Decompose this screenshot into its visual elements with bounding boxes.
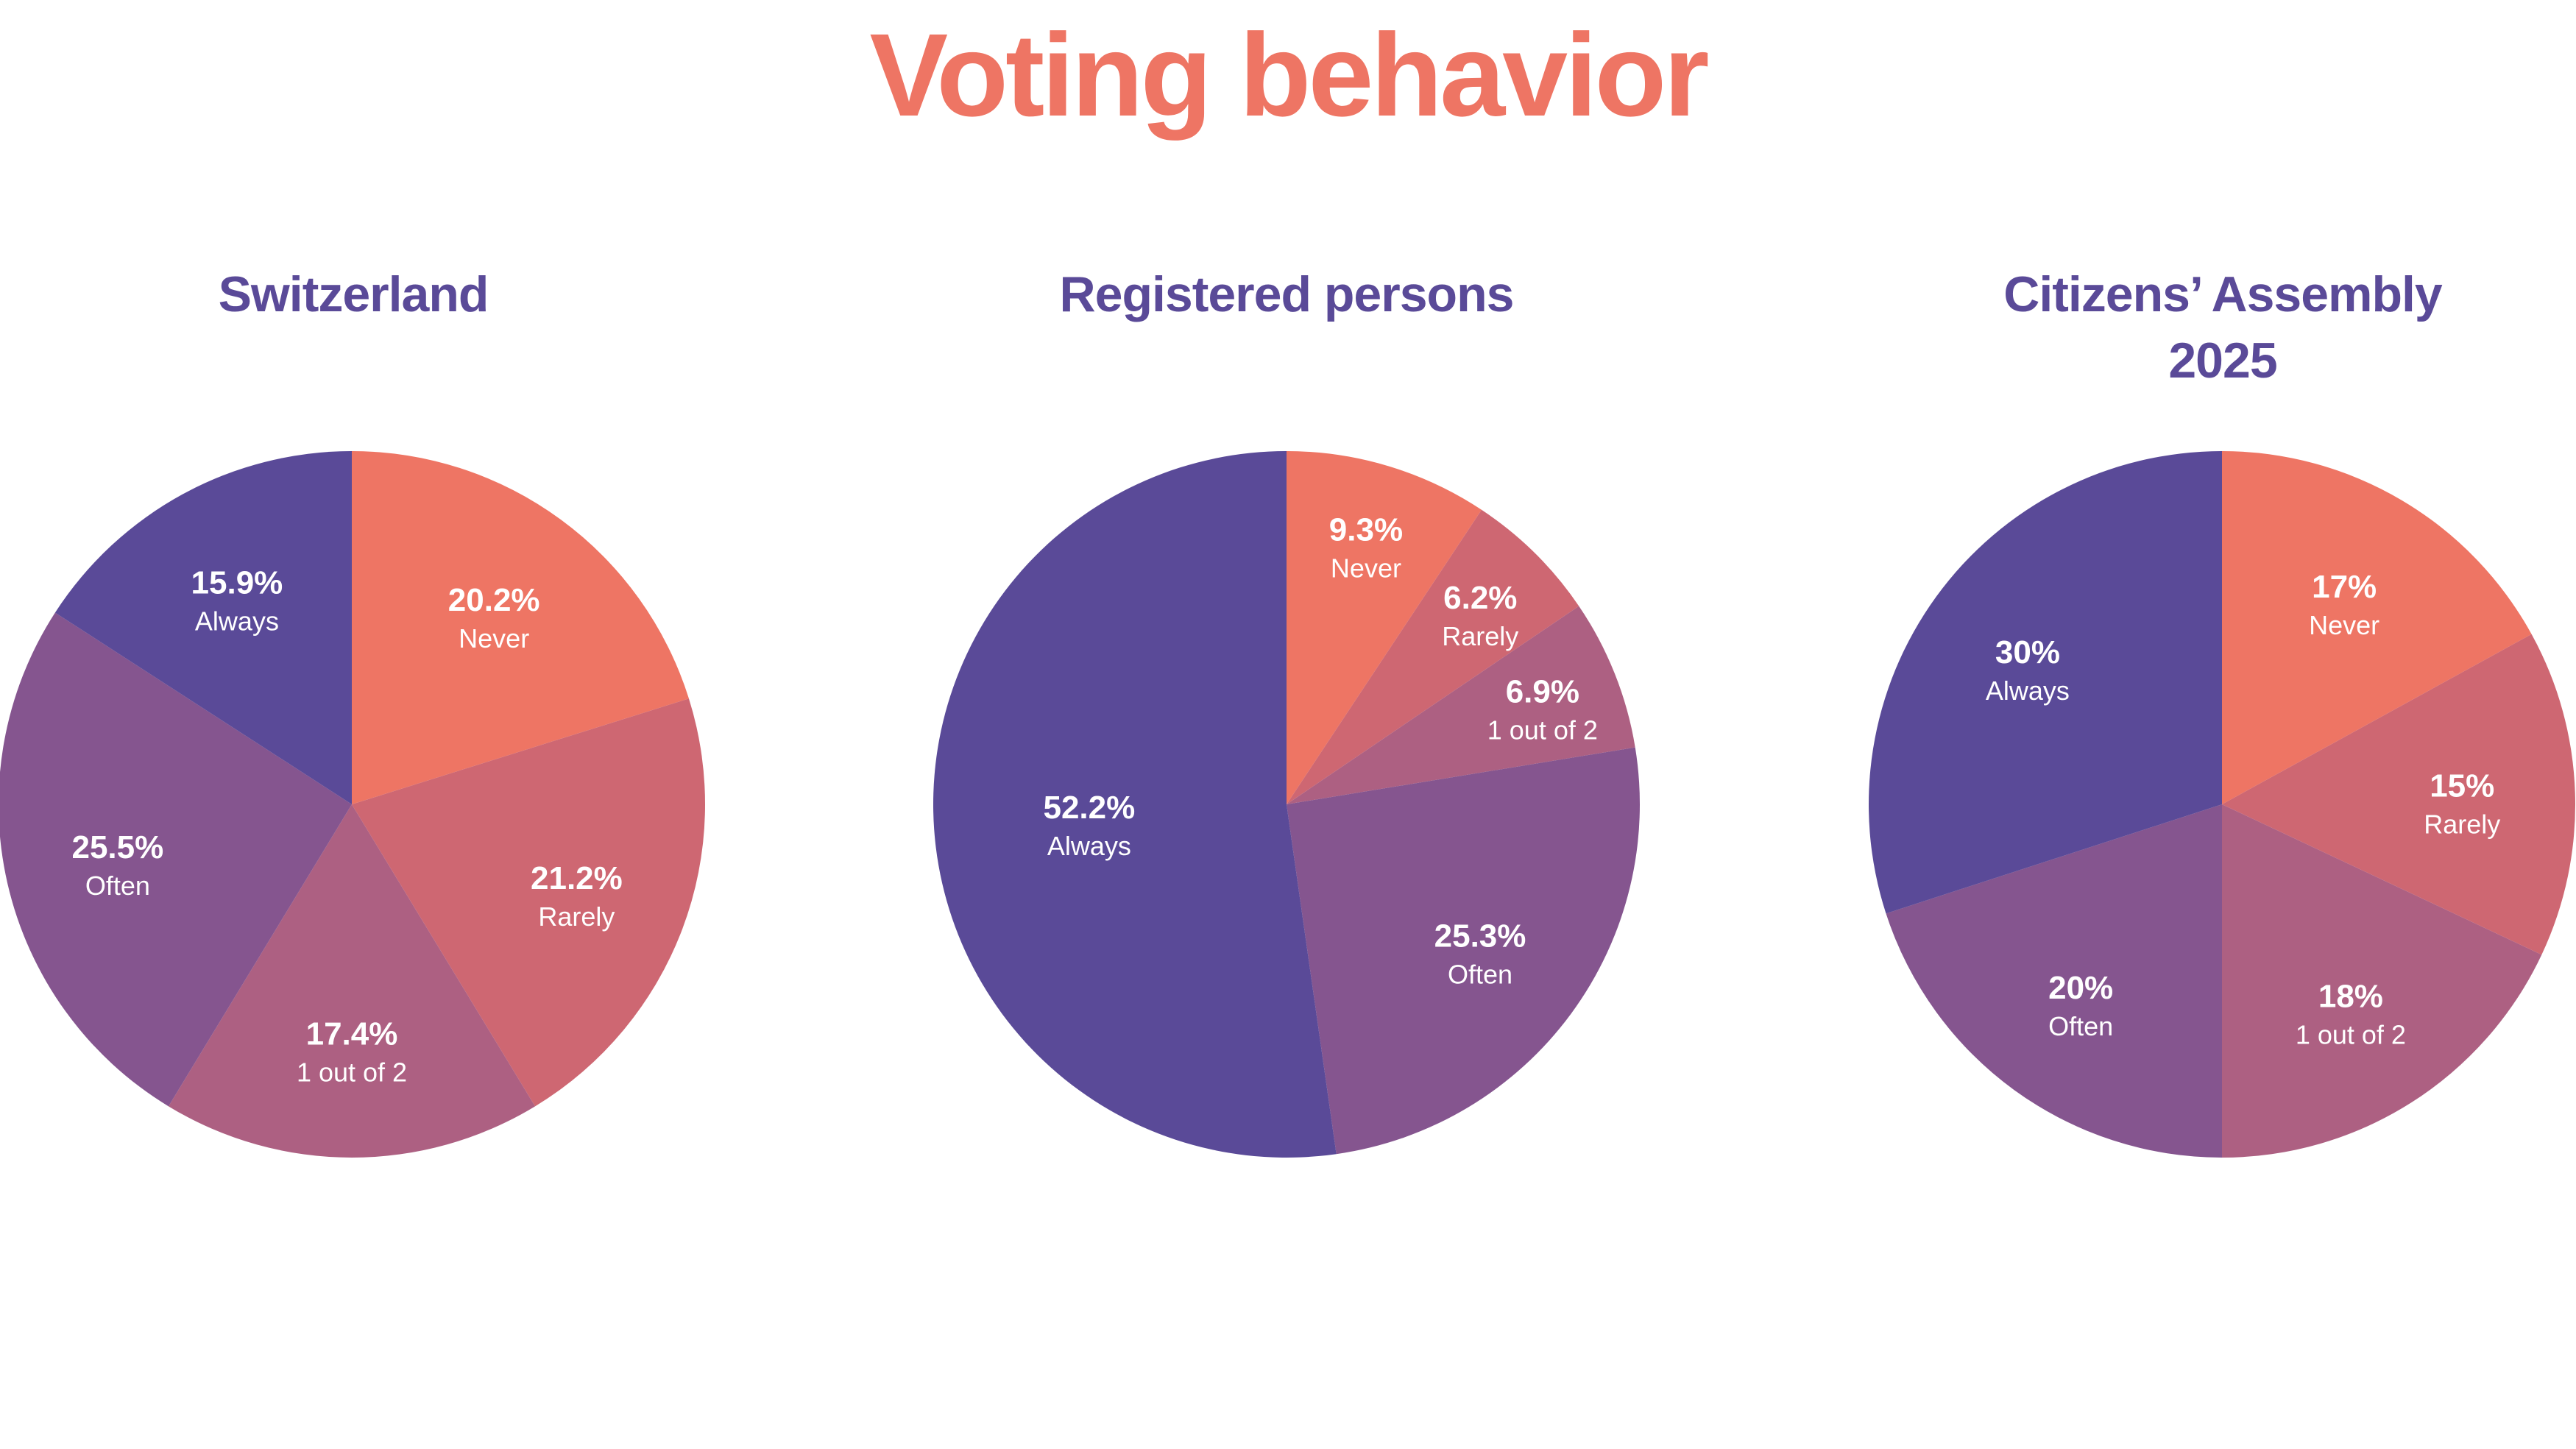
- pie-value-label: 17%: [2312, 569, 2377, 605]
- pie-title-assembly: Citizens’ Assembly 2025: [2003, 266, 2443, 389]
- pie-category-label: Never: [1331, 553, 1401, 583]
- pie-value-label: 6.2%: [1443, 580, 1517, 616]
- pie-category-label: Rarely: [1442, 621, 1518, 651]
- pie-value-label: 25.5%: [71, 829, 163, 865]
- pie-slice-always: [54, 451, 352, 804]
- pie-slice-1-out-of-2: [168, 804, 536, 1158]
- pie-title-registered: Registered persons: [1059, 266, 1515, 322]
- pie-value-label: 9.3%: [1329, 511, 1403, 548]
- pie-value-label: 17.4%: [306, 1016, 398, 1052]
- pie-category-label: 1 out of 2: [297, 1057, 407, 1087]
- pie-slice-1-out-of-2: [2222, 804, 2542, 1158]
- pie-category-label: Always: [1986, 676, 2070, 706]
- pie-category-label: Rarely: [2424, 809, 2500, 840]
- pie-value-label: 18%: [2318, 979, 2383, 1015]
- pie-slice-rarely: [352, 698, 706, 1107]
- pie-slice-never: [2222, 451, 2532, 804]
- pie-value-label: 30%: [1995, 634, 2060, 670]
- pie-category-label: Always: [195, 606, 279, 636]
- pie-value-label: 15.9%: [191, 564, 283, 600]
- pie-category-label: 1 out of 2: [2296, 1020, 2406, 1050]
- main-title: Voting behavior: [869, 9, 1709, 141]
- pie-category-label: Never: [2309, 610, 2379, 640]
- pie-slice-rarely: [1287, 509, 1579, 804]
- pie-category-label: Often: [1448, 959, 1512, 989]
- pie-value-label: 52.2%: [1043, 790, 1135, 826]
- pie-1: 9.3% Never 6.2% Rarely 6.9% 1 out of 2 25.3% Of…: [933, 451, 1640, 1158]
- pie-category-label: Rarely: [538, 901, 615, 932]
- pie-slice-1-out-of-2: [1287, 606, 1635, 804]
- pie-2: 17% Never 15% Rarely 18% 1 out of 2 20% Often 30…: [1869, 451, 2575, 1158]
- pie-slice-never: [352, 451, 689, 804]
- pie-slice-often: [1886, 804, 2222, 1158]
- pie-category-label: Never: [459, 623, 529, 653]
- pie-slice-always: [933, 451, 1337, 1158]
- pie-value-label: 15%: [2430, 768, 2494, 804]
- pie-value-label: 20%: [2048, 970, 2113, 1006]
- pie-slice-often: [1287, 747, 1640, 1155]
- pie-value-label: 6.9%: [1506, 673, 1579, 709]
- pie-value-label: 20.2%: [448, 582, 540, 618]
- pie-category-label: Often: [2048, 1011, 2113, 1041]
- pie-slice-always: [1869, 451, 2222, 914]
- pie-slice-often: [0, 612, 352, 1107]
- pie-category-label: 1 out of 2: [1487, 715, 1598, 745]
- pie-0: 20.2% Never 21.2% Rarely 17.4% 1 out of 2 25.5…: [0, 451, 706, 1158]
- pie-title-switzerland: Switzerland: [218, 266, 489, 322]
- pie-slice-never: [1287, 451, 1482, 804]
- pie-category-label: Often: [85, 871, 150, 901]
- pie-slice-rarely: [2222, 634, 2575, 955]
- pie-value-label: 21.2%: [531, 860, 623, 896]
- pie-category-label: Always: [1047, 831, 1131, 861]
- pie-value-label: 25.3%: [1434, 918, 1526, 954]
